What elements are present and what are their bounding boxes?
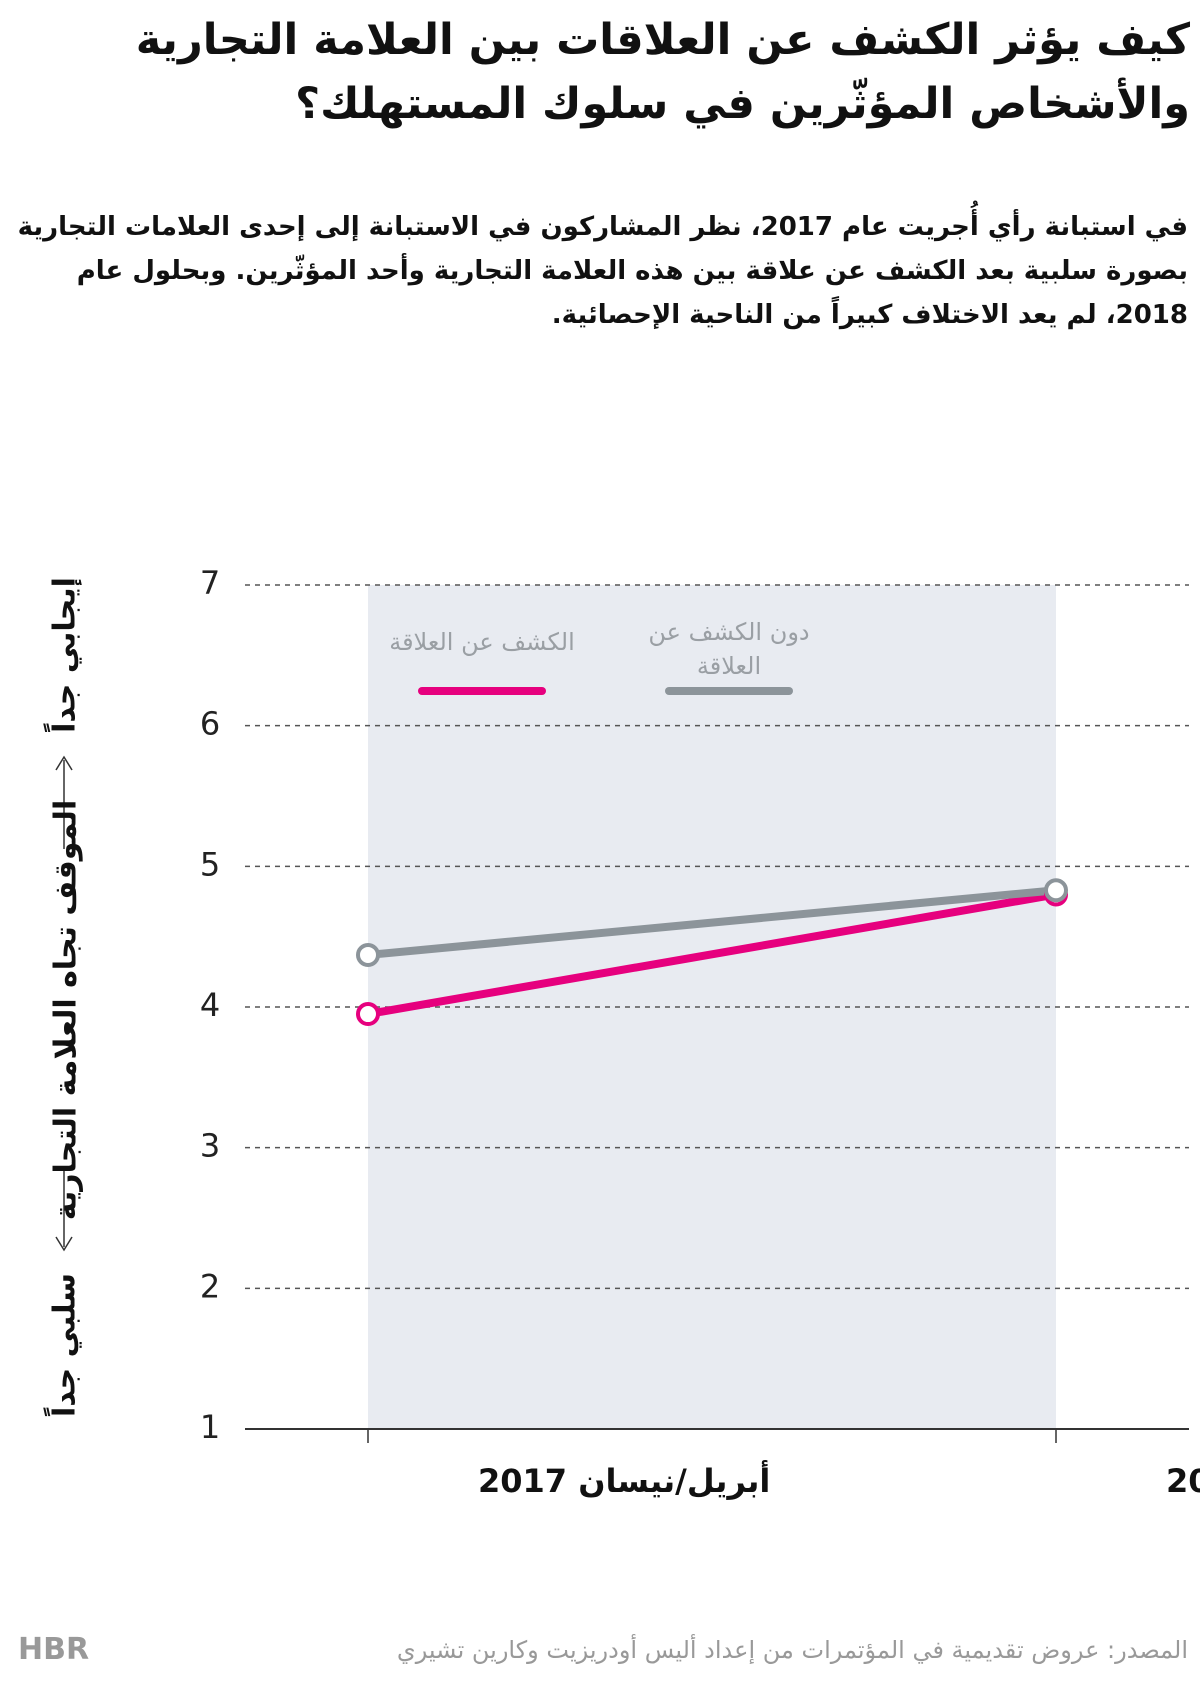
point (356, 1002, 380, 1027)
legend-label: الكشف عن العلاقة (389, 628, 575, 656)
plot-band (368, 585, 1056, 1429)
series-line (367, 886, 1057, 959)
y-tick-label: 6 (200, 705, 220, 743)
y-bottom-label: سلبي جداً (43, 1273, 83, 1417)
y-tick-label: 4 (200, 986, 220, 1024)
x-tick-label: أبريل/نيسان 2017 (478, 1460, 770, 1500)
y-tick-label: 5 (200, 845, 220, 883)
source: المصدر: عروض تقديمية في المؤتمرات من إعد… (396, 1636, 1188, 1664)
subtitle: في استبانة رأي أُجريت عام 2017، نظر المش… (17, 212, 1188, 330)
arrow-down-head (55, 1236, 73, 1252)
logo: HBR (18, 1632, 90, 1667)
point (356, 942, 380, 967)
legend-label: دون الكشف عن العلاقة (648, 618, 810, 680)
y-tick-label: 3 (200, 1127, 220, 1165)
arrow-up-head (55, 755, 73, 771)
y-tick-label: 2 (200, 1267, 220, 1305)
y-tick-label: 1 (200, 1408, 220, 1446)
series-line (367, 890, 1057, 1018)
y-axis-label: الموقف تجاه العلامة التجارية (49, 800, 84, 1220)
y-tick-label: 7 (200, 564, 220, 602)
title: كيف يؤثر الكشف عن العلاقات بين العلامة ا… (135, 15, 1190, 129)
x-tick-label: أكتوبر/تشرين الأول 2018 (1166, 1460, 1200, 1500)
point (1044, 878, 1068, 903)
y-top-label: إيجابي جداً (43, 577, 83, 733)
